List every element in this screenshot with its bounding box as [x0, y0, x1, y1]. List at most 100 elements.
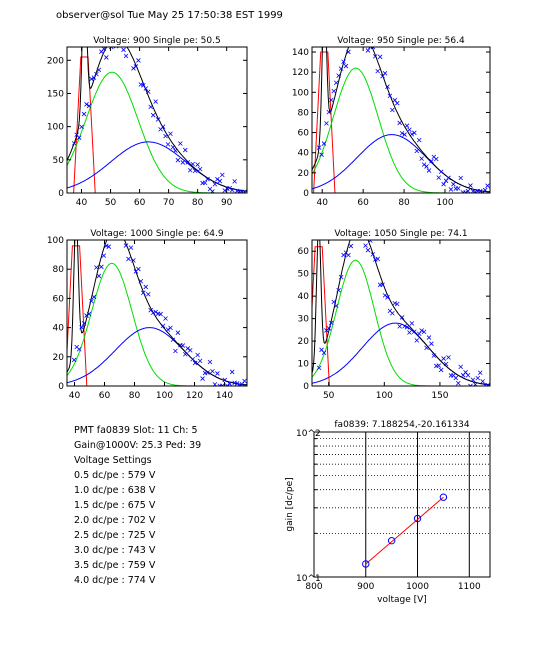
data-point-marker [441, 356, 446, 361]
data-point-marker [377, 54, 383, 60]
x-tick-label: 100 [156, 391, 173, 401]
data-point-marker [465, 372, 471, 378]
data-point-marker [242, 189, 247, 193]
data-point-marker [365, 48, 371, 53]
plot-title: Voltage: 900 Single pe: 50.5 [93, 36, 220, 46]
voltage-setting-row: 1.5 dc/pe : 675 V [74, 500, 156, 511]
data-point-marker [227, 381, 233, 386]
data-point-marker [165, 142, 171, 147]
y-tick-label: 50 [298, 270, 310, 280]
data-point-marker [346, 49, 351, 55]
data-point-marker [429, 158, 434, 164]
data-point-marker [76, 135, 82, 140]
data-point-marker [419, 328, 424, 333]
data-point-marker [321, 350, 327, 356]
x-tick-label: 120 [186, 391, 203, 401]
voltage-setting-row: 3.5 dc/pe : 759 V [74, 560, 156, 571]
data-point-marker [441, 181, 446, 187]
y-tick-label: 20 [298, 169, 310, 179]
x-tick-label: 90 [221, 198, 233, 208]
data-point-marker [368, 240, 373, 243]
data-point-marker [341, 59, 346, 65]
y-tick-label: 120 [292, 68, 309, 78]
data-point-marker [91, 75, 97, 80]
data-point-marker [455, 186, 461, 191]
data-point-marker [380, 282, 385, 288]
data-point-marker [79, 124, 84, 130]
data-point-marker [163, 316, 168, 321]
data-point-marker [195, 352, 200, 358]
gain-data-point [362, 560, 370, 568]
single-pe-fit-curve [312, 259, 490, 386]
pedestal-curve [312, 246, 330, 386]
data-point-marker [131, 66, 136, 71]
plot-area [312, 240, 490, 386]
data-point-marker [338, 274, 344, 280]
data-point-marker [397, 120, 402, 126]
data-point-marker [336, 287, 341, 293]
data-point-marker [363, 243, 368, 248]
data-point-marker [210, 368, 215, 374]
x-tick-label: 50 [105, 198, 117, 208]
data-point-marker [173, 148, 178, 153]
data-point-marker [463, 190, 468, 193]
data-point-marker [91, 294, 97, 300]
data-point-marker [183, 147, 188, 153]
double-pe-fit-curve [312, 134, 490, 193]
gain-text: Gain@1000V: 25.3 Ped: 39 [74, 440, 202, 451]
data-point-marker [126, 256, 131, 262]
data-point-marker [190, 161, 195, 167]
data-point-marker [192, 168, 198, 174]
data-point-marker [458, 364, 463, 370]
data-point-marker [128, 245, 134, 250]
gain-data-point [439, 493, 448, 501]
data-point-marker [123, 53, 129, 59]
x-tick-label: 50 [323, 391, 335, 401]
data-point-marker [326, 109, 332, 115]
data-point-marker [81, 321, 87, 326]
data-point-marker [133, 64, 139, 69]
pedestal-curve [67, 245, 88, 386]
data-point-marker [96, 67, 102, 73]
data-point-marker [175, 157, 181, 163]
x-tick-label: 100 [376, 391, 393, 401]
y-tick-label: 100 [47, 236, 64, 246]
data-point-marker [205, 176, 210, 182]
plot-frame [311, 46, 491, 194]
plot-frame [66, 46, 248, 194]
data-point-marker [168, 131, 173, 137]
data-point-marker [385, 295, 390, 300]
data-point-marker [426, 168, 432, 173]
x-tick-label: 80 [129, 391, 141, 401]
y-tick-label: 60 [298, 247, 310, 257]
plot-title: Voltage: 1050 Single pe: 74.1 [334, 229, 467, 239]
data-point-marker [453, 375, 459, 381]
data-point-marker [390, 107, 395, 113]
data-point-marker [104, 55, 109, 60]
data-point-marker [212, 181, 218, 187]
data-point-marker [150, 112, 156, 118]
voltage-setting-row: 0.5 dc/pe : 579 V [74, 470, 156, 481]
data-point-marker [138, 278, 144, 284]
data-point-marker [207, 359, 213, 365]
x-tick-label: 900 [357, 582, 374, 592]
data-point-marker [402, 323, 407, 329]
x-tick-label: 40 [69, 391, 81, 401]
voltage-setting-row: 2.5 dc/pe : 725 V [74, 530, 156, 541]
data-point-marker [86, 311, 92, 317]
data-point-marker [155, 117, 161, 122]
data-point-marker [183, 351, 188, 357]
data-point-marker [382, 71, 388, 76]
data-point-marker [170, 337, 176, 343]
gain-fit-line [365, 496, 444, 565]
y-tick-label: 10^1 [296, 574, 321, 584]
data-point-marker [364, 23, 368, 27]
data-point-marker [106, 244, 112, 249]
data-point-marker [175, 330, 181, 336]
data-point-marker [185, 346, 191, 351]
x-tick-label: 140 [216, 391, 233, 401]
data-point-marker [448, 187, 454, 192]
pmt-info-panel: PMT fa0839 Slot: 11 Ch: 5 Gain@1000V: 25… [74, 423, 201, 588]
data-point-marker [458, 175, 463, 181]
data-point-marker [434, 156, 439, 162]
